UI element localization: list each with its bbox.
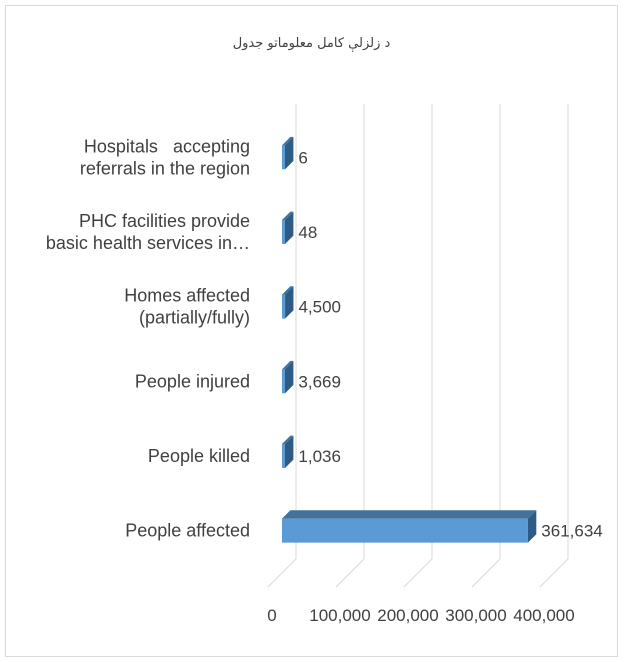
value-label-1: 1,036 (298, 447, 341, 466)
bar-front-4 (282, 220, 285, 244)
value-label-5: 6 (298, 148, 307, 167)
x-tick-label-0: 0 (267, 606, 276, 625)
category-label-line: PHC facilities provide (79, 211, 250, 231)
bar-front-0 (282, 518, 528, 543)
category-label-5: Hospitals accepting referrals in the regi… (80, 136, 250, 178)
category-label-0: People affected (125, 521, 250, 541)
bar-side-2 (285, 360, 294, 394)
bar-front-5 (282, 145, 285, 170)
bar-side-4 (285, 211, 294, 244)
floor-gridline-3 (471, 558, 501, 588)
bar-top-4 (282, 211, 294, 220)
bar-top-1 (282, 435, 294, 444)
value-label-2: 3,669 (298, 372, 341, 391)
x-tick-label-1: 100,000 (309, 606, 370, 625)
category-label-line: People affected (125, 521, 250, 541)
bar-front-2 (282, 369, 285, 394)
x-tick-label-3: 300,000 (445, 606, 506, 625)
category-label-4: PHC facilities provide basic health servi… (46, 211, 250, 253)
bar-front-3 (282, 294, 286, 319)
category-label-line: Hospitals accepting (84, 136, 250, 156)
bar-side-3 (285, 286, 294, 319)
value-label-4: 48 (298, 223, 317, 242)
bar-top-5 (282, 136, 294, 146)
value-label-0: 361,634 (541, 522, 602, 541)
category-label-1: People killed (148, 446, 250, 466)
category-label-line: Homes affected (124, 286, 250, 306)
floor-gridline-4 (539, 558, 569, 588)
category-label-3: Homes affected (partially/fully) (124, 286, 250, 328)
category-label-line: People killed (148, 446, 250, 466)
category-label-2: People injured (135, 371, 250, 391)
floor-gridline-1 (335, 558, 365, 588)
value-label-3: 4,500 (298, 298, 341, 317)
x-tick-label-4: 400,000 (513, 606, 574, 625)
category-label-line: basic health services in… (46, 233, 250, 253)
floor-gridline-2 (403, 558, 433, 588)
category-label-line: (partially/fully) (139, 308, 250, 328)
bar-top-3 (282, 286, 294, 295)
chart-title: د زلزلې کامل معلوماتو جدول (232, 36, 391, 51)
x-tick-label-2: 200,000 (377, 606, 438, 625)
bar-side-0 (527, 510, 537, 543)
category-label-line: People injured (135, 371, 250, 391)
bar-front-1 (282, 444, 285, 468)
bar-top-2 (282, 360, 294, 370)
chart-area: د زلزلې کامل معلوماتو جدول (5, 5, 618, 657)
bar-top-0 (282, 510, 537, 519)
category-label-line: referrals in the region (80, 158, 250, 178)
bar-side-1 (285, 435, 294, 468)
bar-side-5 (285, 136, 294, 170)
floor-gridline-0 (267, 558, 297, 588)
